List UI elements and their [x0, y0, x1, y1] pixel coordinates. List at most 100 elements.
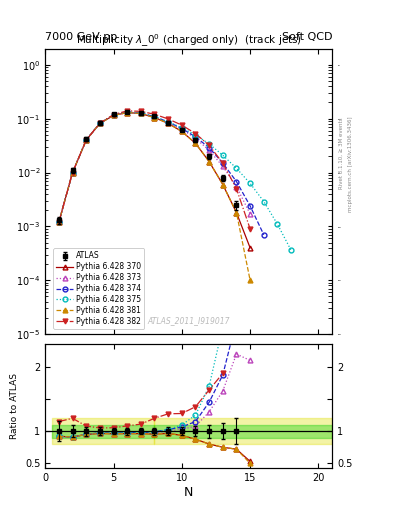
Pythia 6.428 373 [193, 135, 198, 141]
Pythia 6.428 370 [152, 115, 157, 121]
Pythia 6.428 370 [138, 111, 143, 117]
Pythia 6.428 370 [234, 209, 239, 216]
Pythia 6.428 370 [70, 169, 75, 176]
Pythia 6.428 375 [289, 247, 294, 253]
Pythia 6.428 373 [207, 147, 211, 153]
Pythia 6.428 370 [207, 159, 211, 165]
Pythia 6.428 375 [111, 112, 116, 118]
Pythia 6.428 382 [193, 131, 198, 137]
Text: mcplots.cern.ch [arXiv:1306.3436]: mcplots.cern.ch [arXiv:1306.3436] [348, 116, 353, 211]
Pythia 6.428 382 [234, 186, 239, 192]
Pythia 6.428 374 [97, 120, 102, 126]
Pythia 6.428 373 [234, 183, 239, 189]
Text: ATLAS_2011_I919017: ATLAS_2011_I919017 [147, 316, 230, 326]
Pythia 6.428 382 [248, 226, 252, 232]
Text: 7000 GeV pp: 7000 GeV pp [45, 32, 118, 42]
Pythia 6.428 374 [152, 114, 157, 120]
Pythia 6.428 370 [180, 129, 184, 135]
Pythia 6.428 382 [84, 137, 88, 143]
Pythia 6.428 370 [97, 120, 102, 126]
Pythia 6.428 382 [111, 112, 116, 118]
Pythia 6.428 381 [125, 110, 130, 116]
Pythia 6.428 382 [152, 111, 157, 117]
X-axis label: N: N [184, 486, 193, 499]
Pythia 6.428 375 [125, 109, 130, 115]
Pythia 6.428 374 [57, 219, 61, 225]
Pythia 6.428 381 [152, 115, 157, 121]
Title: Multiplicity $\lambda\_0^0$ (charged only)  (track jets): Multiplicity $\lambda\_0^0$ (charged onl… [75, 32, 302, 49]
Pythia 6.428 381 [166, 120, 171, 126]
Pythia 6.428 375 [166, 119, 171, 125]
Pythia 6.428 381 [70, 169, 75, 176]
Pythia 6.428 375 [152, 114, 157, 120]
Pythia 6.428 370 [57, 219, 61, 225]
Pythia 6.428 375 [138, 110, 143, 116]
Pythia 6.428 370 [193, 140, 198, 146]
Pythia 6.428 381 [220, 181, 225, 187]
Y-axis label: Ratio to ATLAS: Ratio to ATLAS [10, 373, 19, 439]
Pythia 6.428 381 [57, 219, 61, 225]
Line: Pythia 6.428 375: Pythia 6.428 375 [57, 110, 294, 253]
Pythia 6.428 381 [97, 120, 102, 126]
Pythia 6.428 374 [111, 112, 116, 118]
Pythia 6.428 382 [70, 169, 75, 176]
Pythia 6.428 374 [166, 119, 171, 125]
Pythia 6.428 381 [138, 111, 143, 117]
Line: Pythia 6.428 373: Pythia 6.428 373 [57, 110, 253, 225]
Pythia 6.428 382 [220, 160, 225, 166]
Pythia 6.428 373 [138, 111, 143, 117]
Pythia 6.428 375 [97, 120, 102, 126]
Pythia 6.428 381 [180, 129, 184, 135]
Pythia 6.428 382 [125, 108, 130, 114]
Pythia 6.428 374 [193, 134, 198, 140]
Pythia 6.428 381 [84, 137, 88, 143]
Line: Pythia 6.428 374: Pythia 6.428 374 [57, 110, 266, 237]
Pythia 6.428 375 [220, 152, 225, 158]
Pythia 6.428 373 [180, 126, 184, 132]
Pythia 6.428 382 [57, 219, 61, 225]
Pythia 6.428 374 [138, 110, 143, 116]
Pythia 6.428 381 [234, 209, 239, 216]
Line: Pythia 6.428 381: Pythia 6.428 381 [57, 110, 253, 283]
Pythia 6.428 381 [248, 277, 252, 283]
Text: Soft QCD: Soft QCD [282, 32, 332, 42]
Pythia 6.428 373 [57, 219, 61, 225]
Pythia 6.428 382 [166, 116, 171, 122]
Pythia 6.428 382 [180, 122, 184, 128]
Pythia 6.428 375 [180, 124, 184, 131]
Pythia 6.428 375 [70, 169, 75, 176]
Pythia 6.428 375 [207, 141, 211, 147]
Pythia 6.428 373 [152, 114, 157, 120]
Pythia 6.428 375 [84, 137, 88, 143]
Pythia 6.428 374 [220, 160, 225, 166]
Line: Pythia 6.428 382: Pythia 6.428 382 [57, 109, 253, 231]
Pythia 6.428 382 [97, 120, 102, 126]
Pythia 6.428 374 [207, 144, 211, 151]
Pythia 6.428 382 [138, 108, 143, 114]
Pythia 6.428 375 [193, 132, 198, 138]
Pythia 6.428 373 [84, 137, 88, 143]
Pythia 6.428 373 [166, 119, 171, 125]
Pythia 6.428 374 [84, 137, 88, 143]
Line: Pythia 6.428 370: Pythia 6.428 370 [57, 110, 253, 250]
Pythia 6.428 374 [125, 109, 130, 115]
Pythia 6.428 370 [125, 110, 130, 116]
Pythia 6.428 370 [111, 112, 116, 118]
Pythia 6.428 375 [57, 219, 61, 225]
Pythia 6.428 373 [70, 169, 75, 176]
Pythia 6.428 374 [70, 169, 75, 176]
Pythia 6.428 375 [248, 180, 252, 186]
Pythia 6.428 375 [275, 221, 280, 227]
Pythia 6.428 374 [234, 179, 239, 185]
Pythia 6.428 381 [207, 159, 211, 165]
Pythia 6.428 370 [220, 181, 225, 187]
Pythia 6.428 374 [261, 232, 266, 238]
Pythia 6.428 374 [180, 125, 184, 132]
Pythia 6.428 370 [248, 245, 252, 251]
Pythia 6.428 373 [125, 110, 130, 116]
Pythia 6.428 370 [84, 137, 88, 143]
Text: Rivet 3.1.10, ≥ 3M events: Rivet 3.1.10, ≥ 3M events [339, 118, 344, 189]
Pythia 6.428 373 [248, 211, 252, 217]
Legend: ATLAS, Pythia 6.428 370, Pythia 6.428 373, Pythia 6.428 374, Pythia 6.428 375, P: ATLAS, Pythia 6.428 370, Pythia 6.428 37… [53, 248, 144, 329]
Pythia 6.428 381 [193, 140, 198, 146]
